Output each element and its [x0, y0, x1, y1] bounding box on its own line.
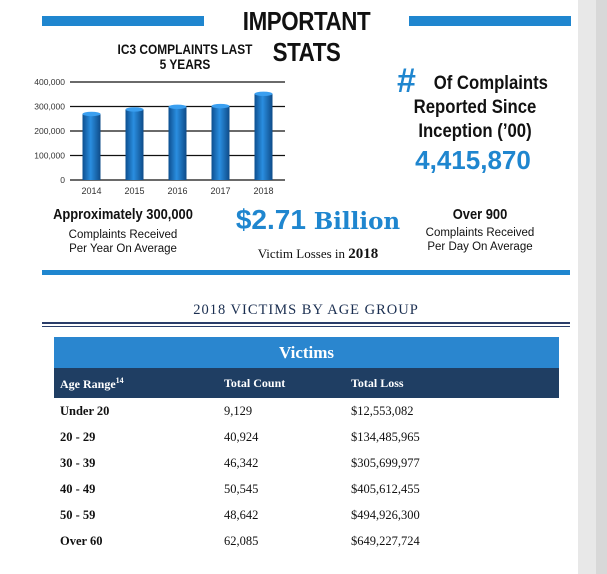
age-range-cell: 40 - 49 [60, 482, 96, 496]
x-tick-label: 2016 [167, 186, 187, 196]
bar-2018 [254, 93, 273, 180]
x-tick-label: 2014 [81, 186, 101, 196]
table-row: Under 20 9,129 $12,553,082 [54, 398, 559, 424]
age-title-rule-thin [42, 326, 570, 327]
complaints-label-line1: Of Complaints [433, 73, 548, 94]
bar-2017 [211, 106, 230, 180]
total-loss-cell: $305,699,977 [351, 456, 420, 470]
bar-top [125, 107, 144, 112]
x-tick-label: 2018 [253, 186, 273, 196]
y-tick-label: 200,000 [34, 126, 65, 136]
y-tick-label: 300,000 [34, 102, 65, 112]
total-count-cell: 62,085 [224, 534, 259, 548]
complaints-bar-chart: 0 100,000 200,000 300,000 400,000 2014 2015 201… [34, 77, 285, 196]
age-range-cell: 20 - 29 [60, 430, 96, 444]
per-year-sub-line1: Complaints Received [68, 229, 178, 241]
table-row: 30 - 39 46,342 $305,699,977 [54, 450, 559, 476]
chart-title: IC3 COMPLAINTS LAST 5 YEARS [117, 41, 253, 72]
per-day-heading: Over 900 [452, 206, 508, 223]
losses-amount: $2.71 [235, 204, 306, 235]
total-loss-cell: $134,485,965 [351, 430, 420, 444]
footnote-marker: 14 [115, 376, 124, 385]
total-loss-cell: $405,612,455 [351, 482, 420, 496]
per-day-subtext: Complaints Received Per Day On Average [415, 226, 545, 254]
victim-losses-caption: Victim Losses in 2018 [228, 246, 408, 263]
total-loss-cell: $494,926,300 [351, 508, 420, 522]
complaints-label-line2: Reported Since [413, 97, 537, 118]
header-bar-right [409, 16, 571, 26]
losses-caption-year: 2018 [348, 246, 379, 262]
header-bar-left [42, 16, 204, 26]
y-tick-label: 0 [60, 175, 65, 185]
per-year-subtext: Complaints Received Per Year On Average [38, 228, 208, 256]
table-row: Over 60 62,085 $649,227,724 [54, 528, 559, 554]
age-title-rule [42, 322, 570, 324]
total-loss-cell: $12,553,082 [351, 404, 414, 418]
bar-2015 [125, 109, 144, 180]
bar-top [168, 104, 187, 110]
col-header-total-count: Total Count [224, 376, 286, 390]
col-header-total-loss: Total Loss [351, 376, 404, 390]
complaints-label: Of Complaints Reported Since Inception (… [391, 72, 558, 144]
table-row: 20 - 29 40,924 $134,485,965 [54, 424, 559, 450]
victim-losses-value: $2.71 Billion [228, 204, 408, 236]
bar-top [254, 91, 273, 96]
age-range-cell: Under 20 [60, 404, 110, 418]
page-margin-edge [596, 0, 607, 574]
bar-2016 [168, 106, 187, 180]
bar-top [211, 103, 230, 109]
total-loss-cell: $649,227,724 [351, 534, 420, 548]
table-row: 50 - 59 48,642 $494,926,300 [54, 502, 559, 528]
table-header-row: Age Range14 Total Count Total Loss [54, 368, 559, 398]
y-tick-label: 100,000 [34, 151, 65, 161]
total-count-cell: 40,924 [224, 430, 259, 444]
age-range-cell: 30 - 39 [60, 456, 96, 470]
bar-top [82, 111, 101, 117]
col-header-age-range-text: Age Range [60, 377, 116, 391]
per-year-sub-line2: Per Year On Average [69, 243, 177, 255]
complaints-total: 4,415,870 [415, 145, 531, 175]
age-range-cell: Over 60 [60, 534, 103, 548]
hash-symbol: # [397, 62, 416, 100]
table-title: Victims [54, 337, 559, 368]
age-group-title: 2018 VICTIMS BY AGE GROUP [193, 302, 419, 318]
per-day-sub-line1: Complaints Received [425, 227, 535, 239]
per-day-sub-line2: Per Day On Average [427, 241, 533, 253]
total-count-cell: 50,545 [224, 482, 259, 496]
complaints-label-line3: Inception (’00) [418, 121, 532, 142]
x-tick-label: 2015 [124, 186, 144, 196]
age-range-cell: 50 - 59 [60, 508, 96, 522]
per-year-heading: Approximately 300,000 [53, 206, 193, 223]
losses-caption-text: Victim Losses in [257, 246, 346, 261]
page-title: IMPORTANT STATS [242, 6, 371, 67]
total-count-cell: 46,342 [224, 456, 259, 470]
victims-table: Victims Age Range14 Total Count Total Lo… [54, 337, 559, 554]
losses-unit: Billion [313, 208, 401, 235]
x-tick-label: 2017 [210, 186, 230, 196]
table-row: 40 - 49 50,545 $405,612,455 [54, 476, 559, 502]
y-tick-label: 400,000 [34, 77, 65, 87]
section-divider [42, 270, 570, 275]
table-body: Under 20 9,129 $12,553,082 20 - 29 40,924 $13… [54, 398, 559, 554]
bar-2014 [82, 113, 101, 180]
total-count-cell: 48,642 [224, 508, 259, 522]
col-header-age-range: Age Range14 [60, 376, 124, 392]
total-count-cell: 9,129 [224, 404, 253, 418]
